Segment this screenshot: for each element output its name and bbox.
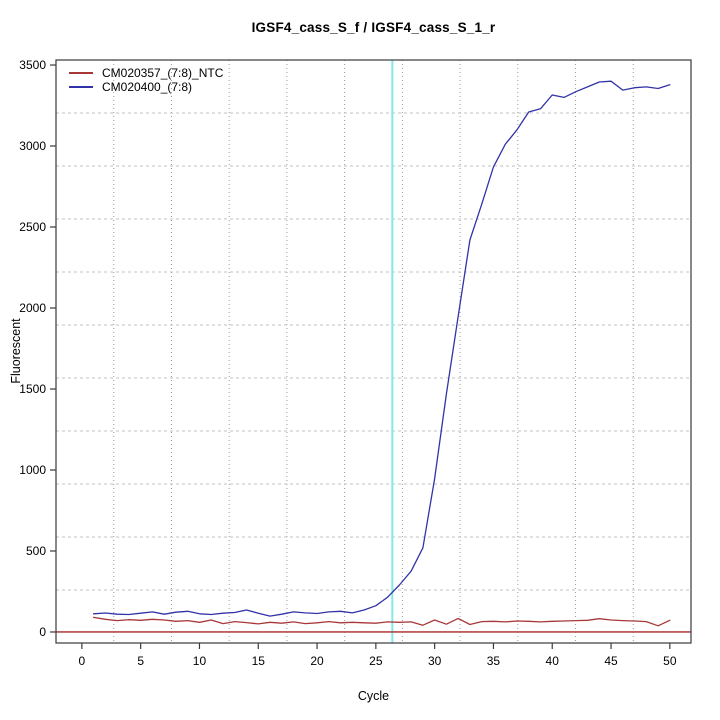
y-tick-label: 2000 [19, 301, 46, 315]
legend-line-swatch-sample [69, 86, 93, 88]
legend-item-sample: CM020400_(7:8) [69, 80, 223, 94]
legend-label-ntc: CM020357_(7:8)_NTC [102, 66, 224, 80]
legend-line-swatch-ntc [69, 72, 93, 74]
y-tick-label: 1500 [19, 382, 46, 396]
x-tick-label: 45 [604, 654, 618, 668]
x-tick-label: 20 [310, 654, 324, 668]
x-tick-label: 10 [193, 654, 207, 668]
x-tick-label: 30 [428, 654, 442, 668]
chart-title: IGSF4_cass_S_f / IGSF4_cass_S_1_r [251, 20, 496, 35]
legend-label-sample: CM020400_(7:8) [102, 80, 193, 94]
legend: CM020357_(7:8)_NTC CM020400_(7:8) [69, 66, 223, 94]
x-axis-label: Cycle [357, 689, 390, 703]
y-tick-label: 2500 [19, 220, 46, 234]
y-tick-label: 3000 [19, 139, 46, 153]
x-tick-label: 35 [487, 654, 501, 668]
y-axis-label: Fluorescent [9, 318, 23, 384]
y-tick-label: 0 [39, 625, 46, 639]
x-tick-label: 50 [663, 654, 677, 668]
series-line-ntc [92, 616, 671, 627]
y-tick-label: 1000 [19, 463, 46, 477]
x-tick-label: 5 [137, 654, 144, 668]
x-tick-label: 0 [79, 654, 86, 668]
x-tick-label: 15 [252, 654, 266, 668]
series-line-sample [92, 80, 671, 617]
x-tick-label: 25 [369, 654, 383, 668]
y-tick-label: 500 [26, 544, 46, 558]
x-tick-label: 40 [546, 654, 560, 668]
legend-item-ntc: CM020357_(7:8)_NTC [69, 66, 223, 80]
plot-border [55, 59, 692, 644]
y-tick-label: 3500 [19, 58, 46, 72]
